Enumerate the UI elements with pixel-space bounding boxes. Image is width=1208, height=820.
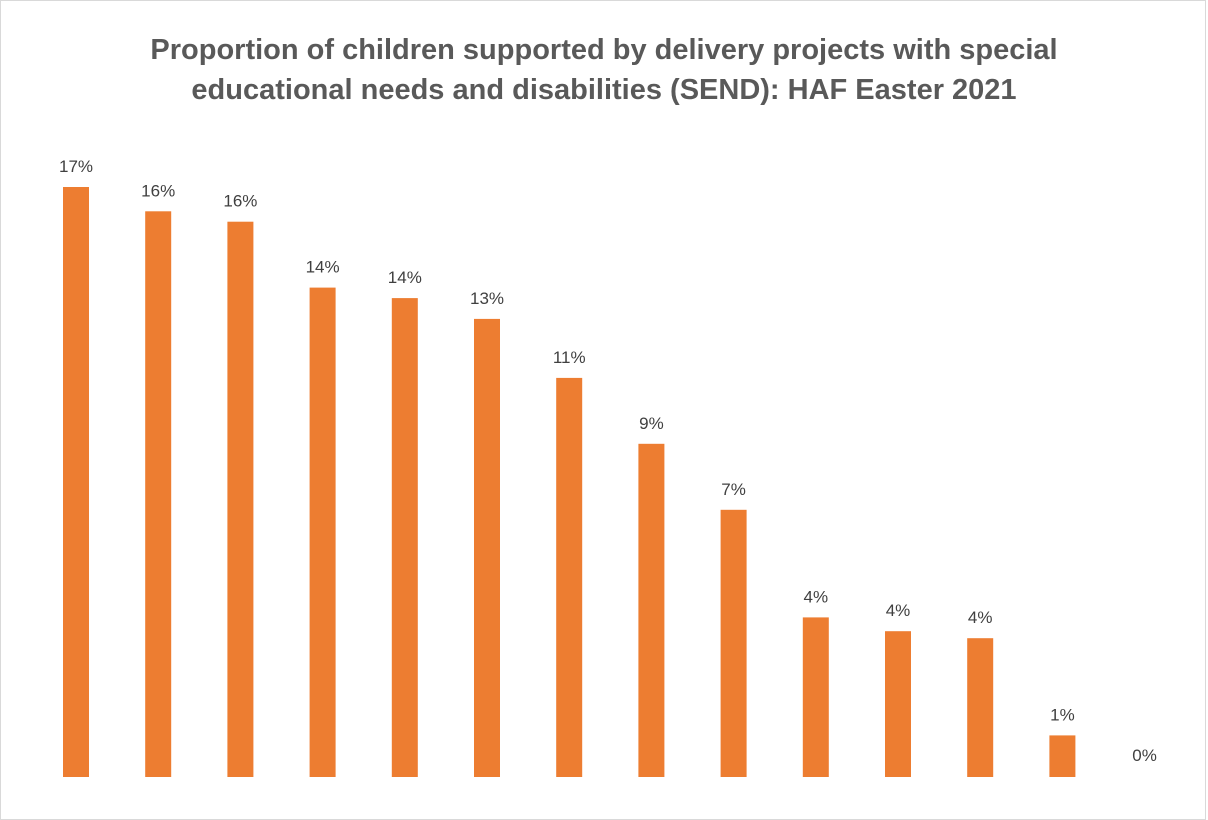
data-label: 14% [306, 258, 340, 277]
data-label: 4% [968, 608, 993, 627]
data-label: 16% [141, 181, 175, 200]
bar [720, 509, 747, 777]
chart-title: Proportion of children supported by deli… [0, 30, 1208, 110]
data-label: 16% [223, 192, 257, 211]
chart-title-line-1: Proportion of children supported by deli… [150, 34, 1058, 66]
bar [638, 443, 665, 777]
bar [885, 631, 911, 777]
bar [1049, 735, 1076, 777]
bar-plot: 17% 16% 16% 14% 14% 13% 11% 9% 7% 4% 4% 4% 1% 0% [59, 157, 1157, 778]
data-labels-group: 17% 16% 16% 14% 14% 13% 11% 9% 7% 4% 4% 4% 1% 0% [59, 157, 1157, 765]
data-label: 7% [721, 480, 746, 499]
data-label: 9% [639, 414, 664, 433]
bar [967, 638, 994, 777]
chart-title-line-2: educational needs and disabilities (SEND… [191, 74, 1017, 106]
data-label: 13% [470, 289, 504, 308]
bar [556, 377, 583, 777]
data-label: 1% [1050, 705, 1075, 724]
data-label: 4% [804, 587, 829, 606]
bar [474, 318, 500, 777]
data-label: 4% [886, 601, 911, 620]
bar [802, 617, 829, 777]
data-label: 17% [59, 157, 93, 176]
data-label: 0% [1132, 746, 1157, 765]
data-label: 14% [388, 268, 422, 287]
data-label: 11% [553, 348, 586, 367]
bar [145, 211, 172, 778]
bar [391, 298, 418, 777]
bar [309, 287, 336, 777]
bars-group [63, 187, 1076, 778]
bar [227, 221, 254, 777]
bar [63, 187, 89, 777]
